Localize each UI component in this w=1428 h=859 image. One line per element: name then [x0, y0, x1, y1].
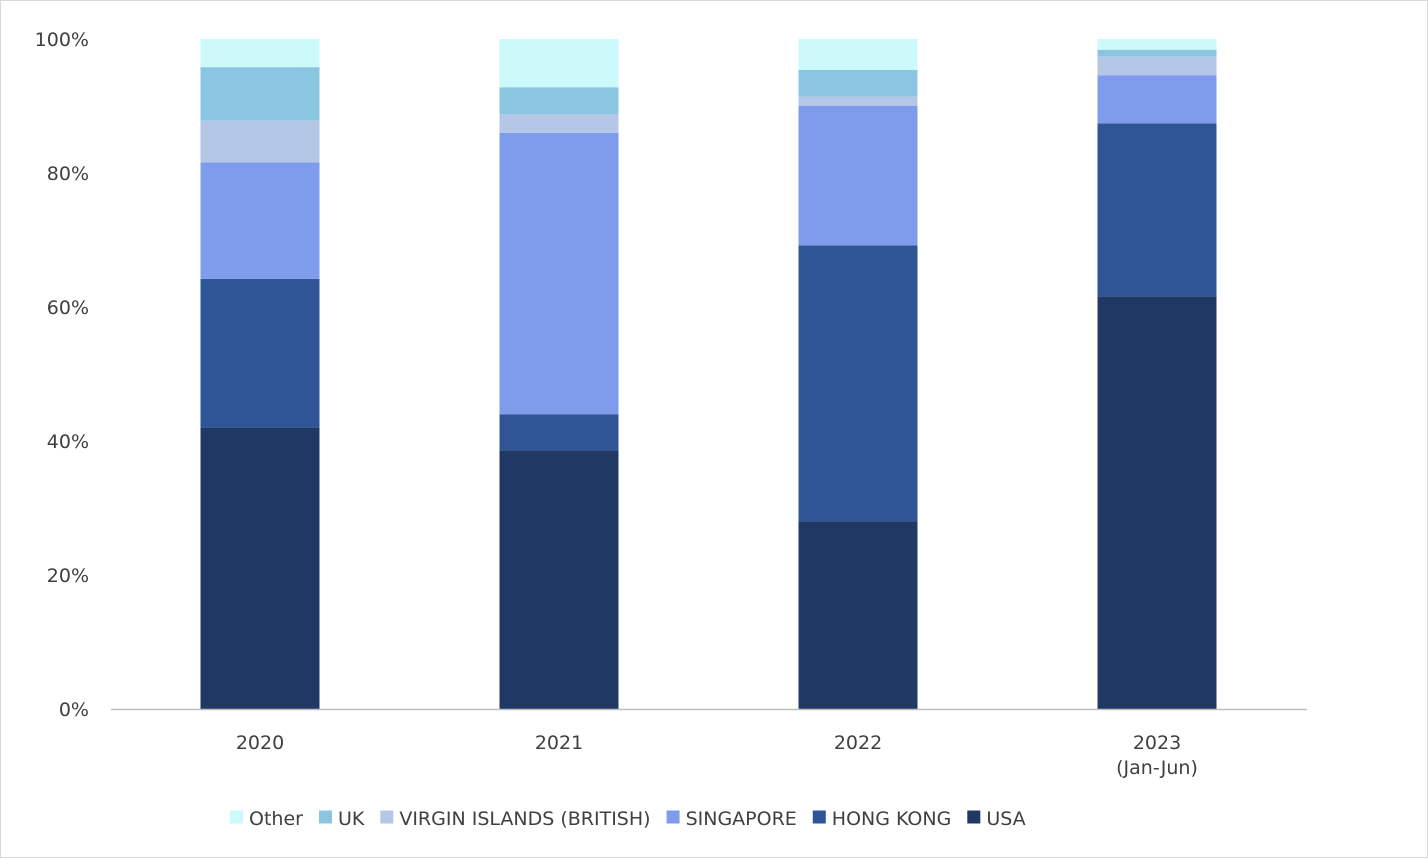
y-tick-label: 20%: [47, 565, 89, 587]
legend: Other UK VIRGIN ISLANDS (BRITISH) SINGAPORE…: [230, 808, 1026, 830]
legend-item: SINGAPORE: [666, 808, 797, 830]
x-category-label: 2021: [535, 732, 583, 754]
bar-segment-other: [798, 39, 918, 70]
legend-item: Other: [230, 808, 303, 830]
legend-label: VIRGIN ISLANDS (BRITISH): [399, 808, 650, 830]
legend-item: VIRGIN ISLANDS (BRITISH): [380, 808, 651, 830]
bar-stack: [1097, 39, 1217, 709]
legend-swatch: [230, 810, 243, 824]
y-tick-label: 40%: [47, 431, 89, 453]
legend-item: HONG KONG: [812, 808, 952, 830]
x-category-label: 2022: [834, 732, 882, 754]
y-tick-label: 100%: [35, 29, 89, 51]
bar-stack: [499, 39, 619, 709]
bar-segment-usa: [200, 427, 320, 709]
bar-segment-virgin-islands-british: [798, 96, 918, 106]
bar-segment-uk: [798, 69, 918, 97]
bar-segment-virgin-islands-british: [499, 114, 619, 133]
legend-swatch: [967, 810, 981, 824]
bar-stack: [200, 39, 320, 709]
bar-segment-usa: [499, 450, 619, 709]
bar-segment-hong-kong: [798, 245, 918, 522]
bar-segment-uk: [1097, 49, 1217, 57]
legend-swatch: [318, 810, 332, 824]
bar-segment-hong-kong: [200, 278, 320, 428]
y-axis-ticks: 0% 20% 40% 60% 80% 100%: [35, 29, 89, 721]
legend-item: USA: [967, 808, 1026, 830]
legend-swatch: [666, 810, 680, 824]
bar-segment-hong-kong: [1097, 123, 1217, 297]
legend-item: UK: [318, 808, 365, 830]
legend-label: SINGAPORE: [686, 808, 797, 830]
legend-label: UK: [338, 808, 365, 830]
legend-label: HONG KONG: [832, 808, 952, 830]
bar-segment-usa: [1097, 296, 1217, 709]
y-tick-label: 0%: [59, 699, 89, 721]
bar-segment-virgin-islands-british: [200, 120, 320, 163]
x-axis-labels: 2020 2021 2022 2023 (Jan-Jun): [236, 732, 1198, 779]
x-category-label: 2023 (Jan-Jun): [1116, 732, 1198, 779]
bar-segment-hong-kong: [499, 414, 619, 451]
bar-segment-usa: [798, 521, 918, 709]
bar-segment-singapore: [499, 132, 619, 415]
legend-swatch: [812, 810, 826, 824]
bar-stack: [798, 39, 918, 709]
legend-swatch: [380, 810, 394, 824]
bar-segment-uk: [499, 87, 619, 115]
x-category-label: 2020: [236, 732, 284, 754]
legend-label: Other: [249, 808, 303, 830]
legend-label: USA: [986, 808, 1025, 830]
bar-segment-singapore: [200, 162, 320, 279]
bar-segment-other: [200, 39, 320, 68]
bar-segment-singapore: [1097, 75, 1217, 124]
bar-segment-other: [1097, 39, 1217, 50]
y-tick-label: 80%: [47, 163, 89, 185]
bar-segment-virgin-islands-british: [1097, 56, 1217, 76]
bar-segment-uk: [200, 67, 320, 121]
bar-stacks: [200, 39, 1217, 709]
y-tick-label: 60%: [47, 297, 89, 319]
bar-segment-other: [499, 39, 619, 88]
bar-segment-singapore: [798, 106, 918, 246]
